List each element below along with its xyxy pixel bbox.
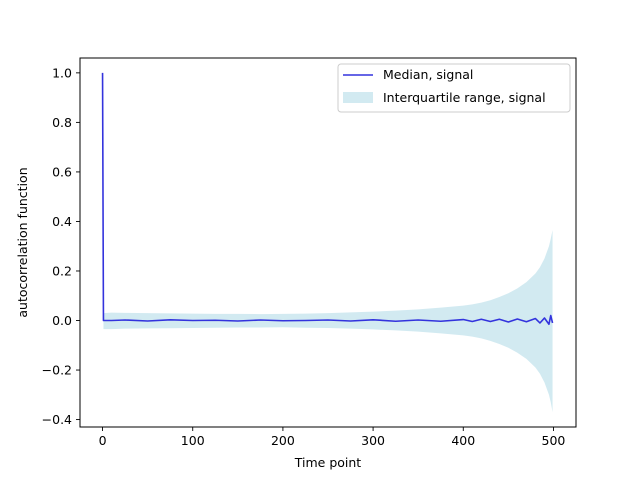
x-tick-label: 400 bbox=[451, 433, 475, 448]
y-tick-label: 0.2 bbox=[52, 263, 72, 278]
x-tick-label: 100 bbox=[181, 433, 205, 448]
y-tick-label: 0.0 bbox=[52, 313, 72, 328]
plot-frame bbox=[79, 57, 577, 428]
y-tick-label: 1.0 bbox=[52, 65, 72, 80]
x-axis-label: Time point bbox=[294, 455, 362, 470]
plot-layer bbox=[101, 72, 554, 413]
median-line bbox=[101, 72, 554, 326]
legend: Median, signal Interquartile range, sign… bbox=[337, 63, 571, 113]
x-tick-label: 500 bbox=[542, 433, 566, 448]
tick-layer: 0 100 200 300 400 500 −0.4 −0.2 0.0 0.2 0.4 0.6 0.8 1… bbox=[42, 65, 566, 448]
legend-band-swatch bbox=[343, 92, 373, 103]
y-axis-label: autocorrelation function bbox=[15, 167, 30, 317]
x-tick-label: 0 bbox=[99, 433, 107, 448]
x-tick-label: 200 bbox=[271, 433, 295, 448]
legend-band-label: Interquartile range, signal bbox=[383, 90, 546, 105]
interquartile-band bbox=[103, 230, 553, 413]
y-tick-label: 0.4 bbox=[52, 214, 72, 229]
legend-frame bbox=[337, 63, 571, 113]
y-tick-label: 0.6 bbox=[52, 164, 72, 179]
y-tick-label: −0.2 bbox=[42, 363, 72, 378]
y-tick-label: 0.8 bbox=[52, 115, 72, 130]
x-tick-label: 300 bbox=[361, 433, 385, 448]
legend-median-label: Median, signal bbox=[383, 67, 473, 82]
y-tick-label: −0.4 bbox=[42, 412, 72, 427]
